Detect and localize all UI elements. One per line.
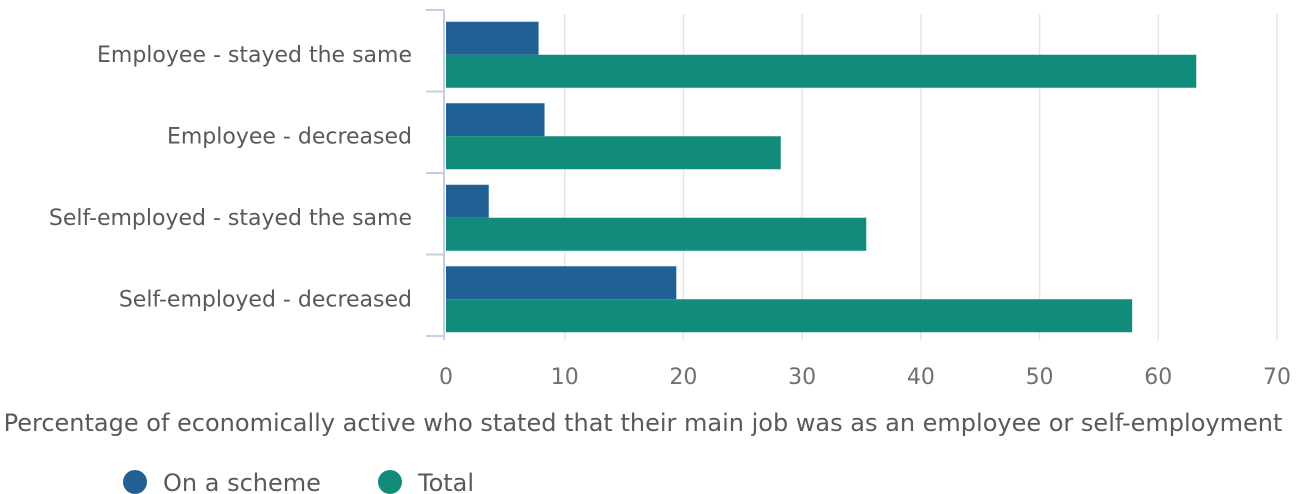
legend-label: On a scheme [163,469,321,494]
legend-marker [378,470,402,494]
legend-marker [123,470,147,494]
bar-total [446,217,867,251]
bar-on-a-scheme [446,21,539,55]
bar-on-a-scheme [446,103,545,137]
bars [446,21,1197,333]
x-tick-label: 40 [907,365,935,390]
x-tick-labels: 0 10 20 30 40 50 60 70 [439,365,1291,390]
x-tick-label: 0 [439,365,453,390]
y-axis [426,9,445,340]
legend: On a scheme Total [123,469,474,494]
bar-total [446,54,1197,88]
x-tick-label: 60 [1144,365,1172,390]
x-tick-label: 20 [669,365,697,390]
bar-total [446,136,781,170]
category-label: Self-employed - stayed the same [49,206,412,231]
x-tick-label: 50 [1026,365,1054,390]
x-tick-label: 70 [1263,365,1291,390]
x-tick-label: 30 [788,365,816,390]
category-label: Self-employed - decreased [119,287,412,312]
bar-total [446,299,1133,333]
x-tick-label: 10 [551,365,579,390]
x-axis-title: Percentage of economically active who st… [4,409,1283,437]
category-label: Employee - stayed the same [97,43,412,68]
bar-on-a-scheme [446,266,677,300]
legend-label: Total [417,469,474,494]
category-label: Employee - decreased [167,124,412,149]
bar-on-a-scheme [446,184,489,218]
category-labels: Employee - stayed the same Employee - dec… [49,43,412,313]
